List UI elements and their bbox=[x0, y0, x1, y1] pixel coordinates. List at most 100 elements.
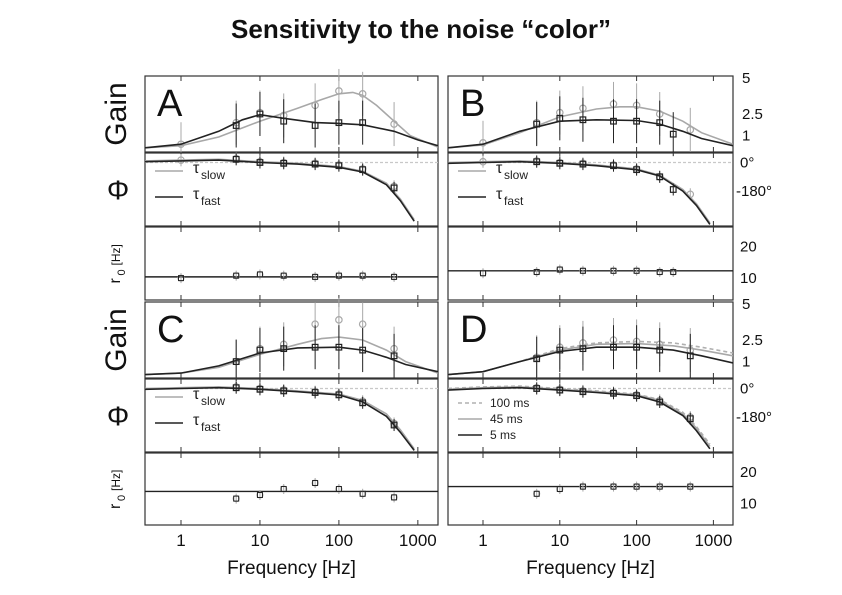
phase-point bbox=[359, 166, 367, 174]
gain-point bbox=[256, 346, 264, 354]
phase-frame bbox=[144, 378, 439, 453]
phase-curve-0 bbox=[448, 385, 711, 445]
gain-tick-label: 1 bbox=[742, 128, 750, 145]
rate-frame bbox=[144, 452, 439, 526]
gain-point bbox=[335, 119, 343, 127]
gain-point bbox=[359, 346, 367, 354]
rate-point bbox=[391, 273, 398, 280]
phase-point bbox=[579, 388, 587, 396]
x-tick-label: 100 bbox=[622, 531, 650, 550]
phase-point bbox=[335, 162, 343, 170]
gain-frame bbox=[144, 75, 439, 153]
rate-point bbox=[312, 273, 319, 280]
rate-tick-label: 10 bbox=[740, 495, 757, 512]
rate-point bbox=[335, 486, 342, 492]
x-tick-label: 1 bbox=[478, 531, 487, 550]
x-tick-label: 1000 bbox=[399, 531, 437, 550]
gain-point bbox=[610, 343, 617, 351]
phase-point bbox=[656, 173, 664, 181]
gain-point bbox=[633, 117, 641, 125]
rate-tick-label: 20 bbox=[740, 464, 757, 481]
gain-tick-label: 5 bbox=[742, 70, 750, 87]
gain-point bbox=[579, 116, 587, 124]
gain-point bbox=[533, 120, 541, 128]
gain-point bbox=[359, 119, 367, 127]
phase-point bbox=[256, 159, 264, 166]
rate-point bbox=[556, 266, 563, 273]
gain-axis-label: Gain bbox=[100, 82, 133, 145]
rate-point bbox=[480, 270, 487, 277]
rate-tick-label: 20 bbox=[740, 238, 757, 255]
phase-curve-0 bbox=[145, 158, 415, 221]
legend-label: fast bbox=[201, 194, 221, 208]
gain-point bbox=[358, 90, 367, 98]
rate-subscript: 0 bbox=[116, 269, 128, 275]
rate-point bbox=[556, 486, 563, 492]
rate-point bbox=[610, 483, 617, 490]
gain-frame bbox=[447, 75, 734, 153]
gain-curve-0 bbox=[448, 106, 733, 149]
phase-point bbox=[579, 160, 587, 168]
gain-point bbox=[533, 355, 541, 363]
phase-point bbox=[656, 398, 664, 406]
panel-d: D bbox=[447, 301, 734, 526]
phase-point bbox=[359, 399, 367, 407]
phase-point bbox=[533, 385, 541, 392]
x-tick-label: 10 bbox=[550, 531, 569, 550]
x-tick-label: 1 bbox=[176, 531, 185, 550]
phase-point bbox=[311, 389, 319, 396]
rate-point bbox=[687, 483, 694, 490]
phase-curve-1 bbox=[145, 159, 415, 222]
gain-point bbox=[656, 346, 664, 354]
phase-point bbox=[556, 386, 564, 394]
phase-frame bbox=[447, 152, 734, 227]
gain-point bbox=[280, 345, 288, 353]
rate-point bbox=[633, 267, 640, 274]
legend-tau: τ bbox=[496, 186, 503, 203]
legend-tau: τ bbox=[193, 412, 200, 429]
gain-point bbox=[358, 320, 367, 328]
gain-point bbox=[579, 345, 587, 353]
rate-frame bbox=[447, 452, 734, 526]
gain-point bbox=[686, 352, 694, 360]
phase-point bbox=[256, 385, 264, 393]
phase-curve-0 bbox=[145, 386, 415, 450]
legend-label: fast bbox=[504, 194, 524, 208]
gain-tick-label: 1 bbox=[742, 354, 750, 371]
phase-point bbox=[390, 184, 398, 192]
panel-letter: B bbox=[460, 83, 485, 125]
rate-point bbox=[256, 271, 263, 278]
legend-label: 45 ms bbox=[490, 412, 523, 426]
legend-label: slow bbox=[201, 168, 225, 182]
panel-letter: C bbox=[157, 309, 184, 351]
rate-point bbox=[656, 269, 663, 276]
rate-axis-label: r 0 [Hz] bbox=[107, 470, 128, 509]
gain-curve-0 bbox=[448, 340, 733, 376]
rate-symbol: r bbox=[107, 278, 124, 284]
phase-curve-1 bbox=[145, 386, 415, 451]
rate-point bbox=[656, 483, 663, 490]
phase-frame bbox=[144, 152, 439, 227]
phase-point bbox=[533, 158, 541, 166]
phase-point bbox=[686, 415, 694, 423]
gain-point bbox=[390, 352, 398, 360]
phase-point bbox=[633, 392, 641, 400]
panel-letter: D bbox=[460, 309, 487, 351]
phase-tick-label: 0° bbox=[740, 381, 754, 398]
phase-tick-label: -180° bbox=[736, 409, 772, 426]
phase-frame bbox=[447, 378, 734, 453]
panels-layer: A B C D bbox=[144, 68, 734, 526]
rate-point bbox=[579, 483, 586, 490]
gain-point bbox=[633, 343, 641, 351]
gain-point bbox=[311, 343, 319, 351]
gain-point bbox=[335, 316, 343, 324]
rate-frame bbox=[447, 226, 734, 301]
phase-curve-2 bbox=[448, 386, 711, 450]
phase-curve-1 bbox=[448, 160, 711, 225]
gain-axis-label: Gain bbox=[100, 308, 133, 371]
panel-c: C bbox=[144, 297, 439, 526]
gain-point bbox=[256, 110, 264, 118]
legend-tau: τ bbox=[193, 386, 200, 403]
phase-point bbox=[390, 421, 398, 429]
